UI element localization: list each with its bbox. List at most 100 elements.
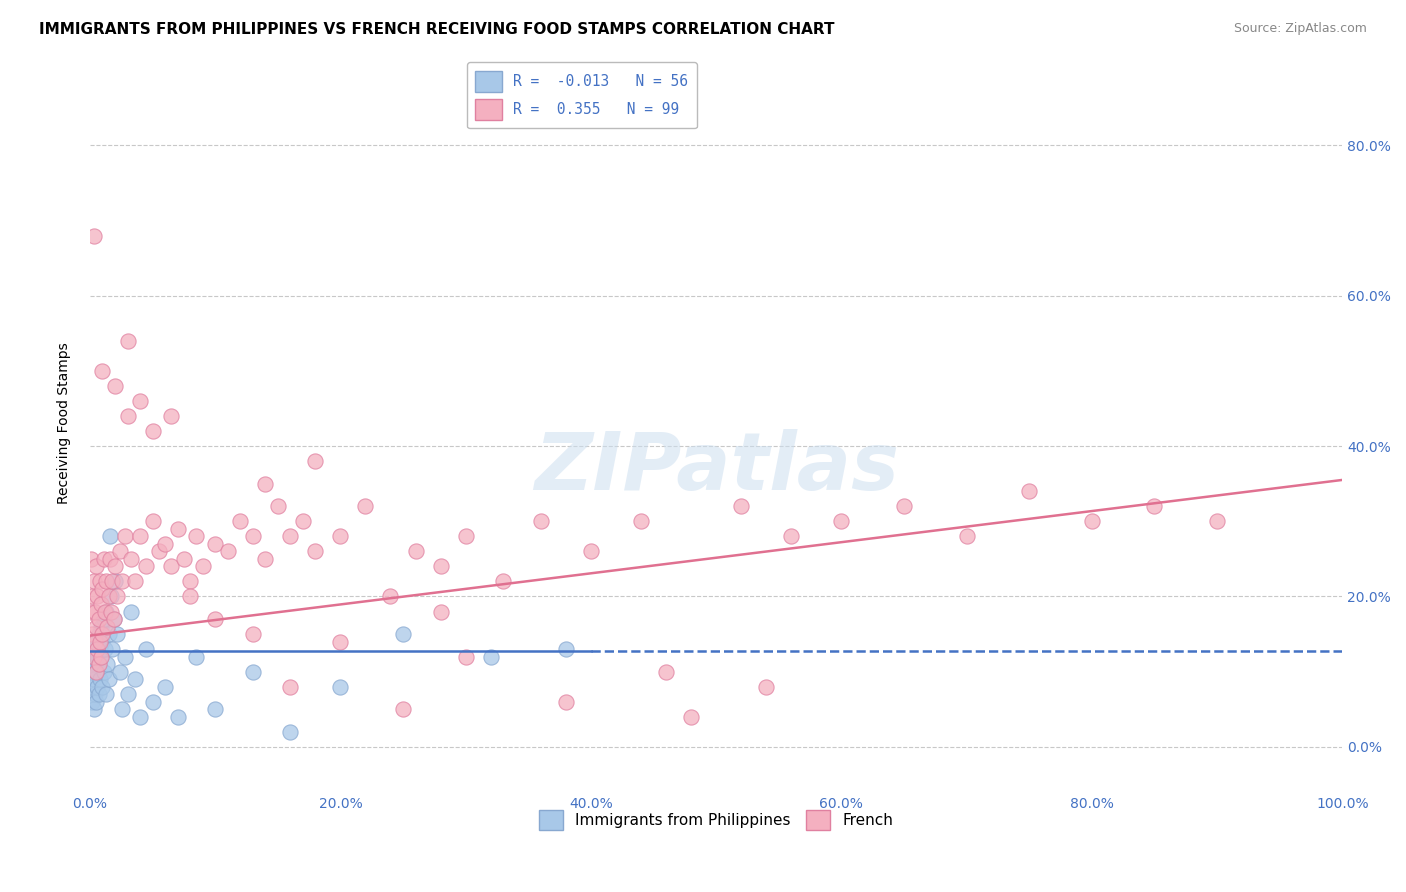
Point [94,642,117,657]
Point [479,649,502,664]
Point [304,454,326,468]
Point [141,424,163,438]
Point [83,228,105,243]
Point [80,680,103,694]
Point [100,605,122,619]
Point [84,695,107,709]
Point [104,574,127,589]
Point [89,642,111,657]
Point [87,657,110,672]
Point [86,649,108,664]
Point [98,552,121,566]
Point [100,590,122,604]
Point [730,500,752,514]
Point [454,649,477,664]
Point [278,724,301,739]
Point [329,680,352,694]
Point [380,590,402,604]
Point [129,710,152,724]
Point [96,687,118,701]
Point [114,649,136,664]
Y-axis label: Receiving Food Stamps: Receiving Food Stamps [58,343,72,504]
Point [893,500,915,514]
Point [579,544,602,558]
Point [166,522,188,536]
Point [83,574,105,589]
Point [108,665,131,679]
Point [84,665,107,679]
Point [93,665,115,679]
Point [101,574,124,589]
Point [179,574,201,589]
Point [98,529,121,543]
Point [86,642,108,657]
Point [82,695,104,709]
Point [1018,484,1040,499]
Point [135,559,157,574]
Point [217,544,239,558]
Point [191,559,214,574]
Point [554,695,576,709]
Point [82,627,104,641]
Point [429,605,451,619]
Point [242,627,264,641]
Point [392,702,415,716]
Point [830,514,852,528]
Point [655,665,678,679]
Point [329,529,352,543]
Point [97,627,120,641]
Point [160,559,183,574]
Point [91,364,114,378]
Point [229,514,252,528]
Point [267,500,290,514]
Point [84,619,107,633]
Point [96,657,118,672]
Point [93,612,115,626]
Point [111,574,134,589]
Point [129,394,152,409]
Point [91,627,114,641]
Point [186,529,208,543]
Point [129,529,152,543]
Point [405,544,427,558]
Point [114,529,136,543]
Point [96,605,118,619]
Point [148,544,170,558]
Point [1143,500,1166,514]
Point [91,634,114,648]
Point [101,642,124,657]
Point [84,634,107,648]
Point [80,605,103,619]
Point [82,649,104,664]
Point [82,590,104,604]
Point [120,605,142,619]
Point [454,529,477,543]
Point [955,529,977,543]
Point [179,590,201,604]
Point [429,559,451,574]
Point [160,409,183,423]
Text: IMMIGRANTS FROM PHILIPPINES VS FRENCH RECEIVING FOOD STAMPS CORRELATION CHART: IMMIGRANTS FROM PHILIPPINES VS FRENCH RE… [39,22,835,37]
Point [492,574,515,589]
Point [89,672,111,686]
Point [186,649,208,664]
Point [254,476,277,491]
Point [254,552,277,566]
Point [554,642,576,657]
Point [242,665,264,679]
Point [83,642,105,657]
Point [84,657,107,672]
Point [117,687,139,701]
Point [141,695,163,709]
Point [90,649,112,664]
Point [104,559,127,574]
Point [117,334,139,348]
Point [278,680,301,694]
Point [117,409,139,423]
Point [89,574,111,589]
Point [153,537,176,551]
Point [84,687,107,701]
Point [291,514,314,528]
Point [108,544,131,558]
Point [530,514,553,528]
